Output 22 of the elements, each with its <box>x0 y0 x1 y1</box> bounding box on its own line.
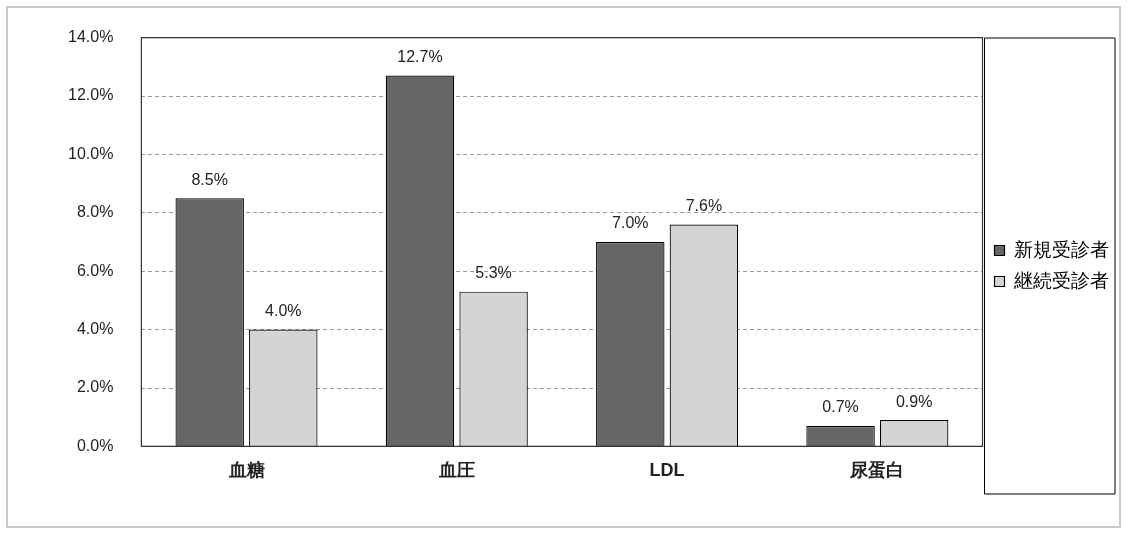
data-label: 8.5% <box>191 170 228 188</box>
y-tick-label: 8.0% <box>76 203 114 221</box>
x-tick-label: LDL <box>649 460 685 481</box>
data-label: 4.0% <box>265 302 302 320</box>
data-label: 7.0% <box>612 214 649 232</box>
y-tick-label: 4.0% <box>76 320 114 338</box>
data-label: 5.3% <box>475 264 512 282</box>
y-tick-label: 0.0% <box>76 436 114 454</box>
x-tick-label: 血糖 <box>227 460 265 481</box>
y-tick-label: 6.0% <box>76 261 114 279</box>
x-tick-label: 血圧 <box>437 460 475 481</box>
data-label: 0.9% <box>895 392 933 410</box>
legend-label: 新規受診者 <box>1014 238 1109 260</box>
y-tick-label: 14.0% <box>67 28 114 46</box>
y-tick-label: 2.0% <box>76 378 114 396</box>
y-tick-label: 10.0% <box>67 144 114 162</box>
data-label: 7.6% <box>685 196 723 214</box>
data-label: 12.7% <box>397 47 443 65</box>
y-tick-label: 12.0% <box>67 86 114 104</box>
data-label: 0.7% <box>822 398 859 416</box>
legend-label: 継続受診者 <box>1013 269 1109 291</box>
x-tick-label: 尿蛋白 <box>849 460 905 481</box>
